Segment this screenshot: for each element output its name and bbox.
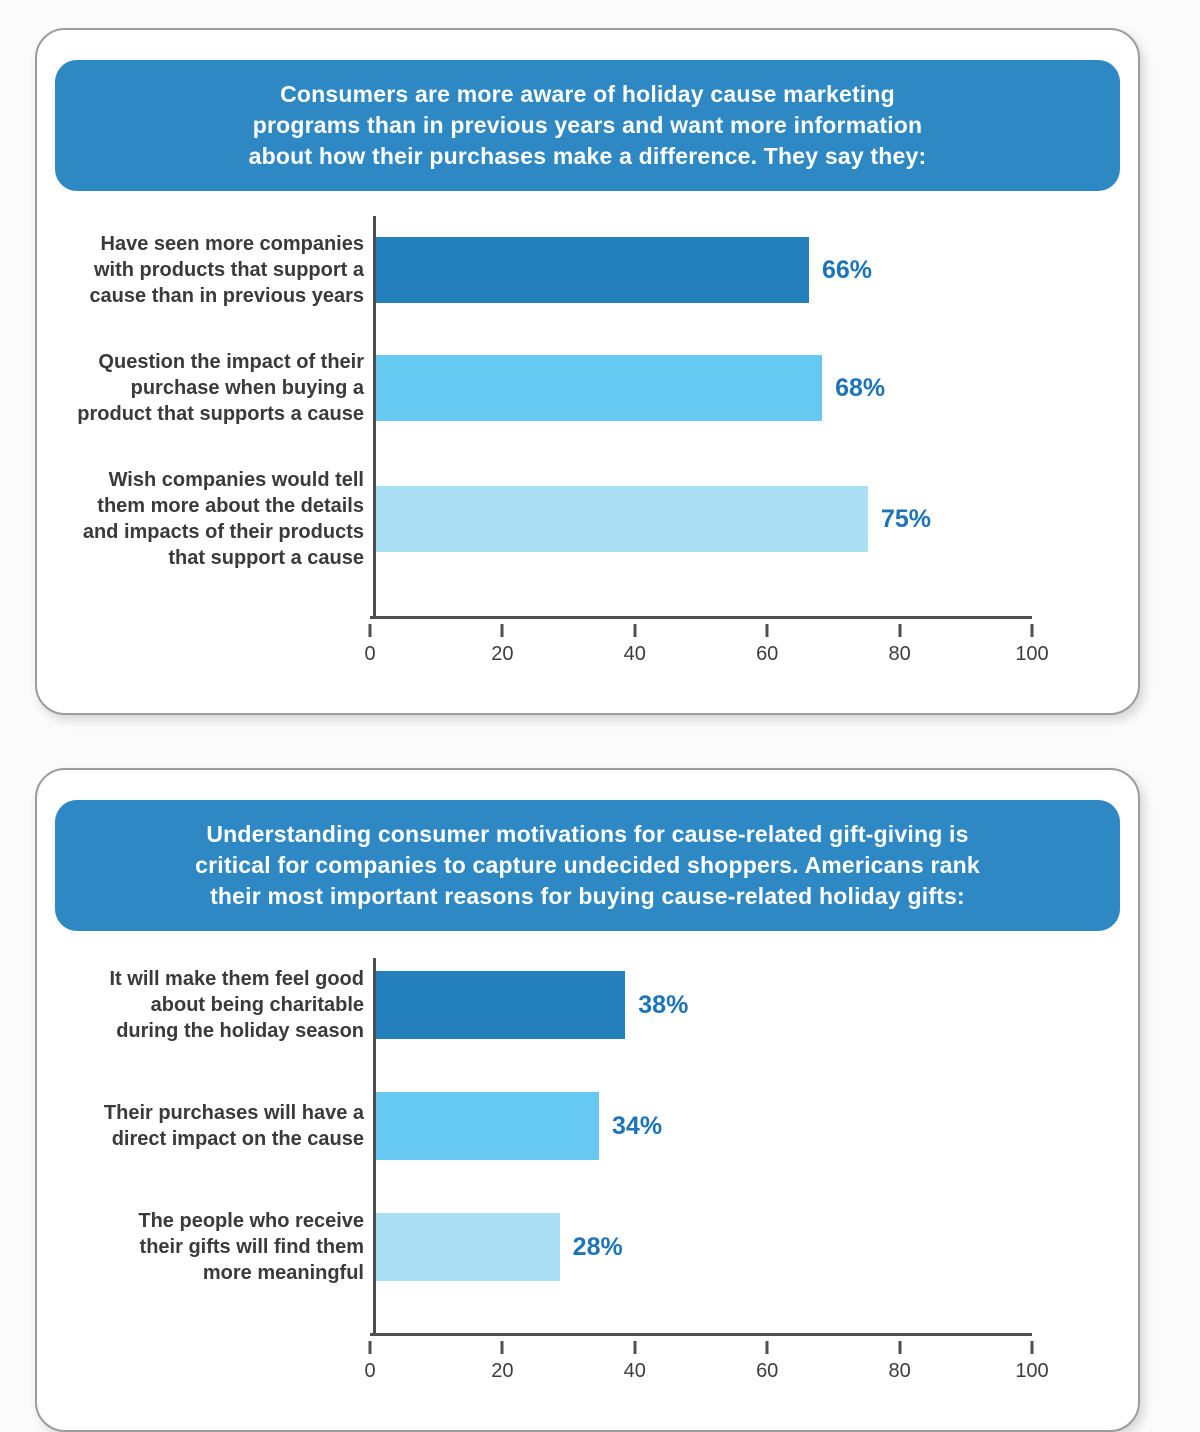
chart-1-title-line: about how their purchases make a differe… [248,143,927,169]
axis-tick-label: 0 [364,1360,376,1382]
category-label-line: them more about the details [97,495,364,517]
chart-1-title-line: Consumers are more aware of holiday caus… [280,81,895,107]
category-label-line: that support a cause [168,547,364,569]
axis-tick [500,624,504,637]
value-label: 75% [881,504,932,533]
chart-1-row-3: Wish companies would tell them more abou… [83,467,1032,571]
panel-motivations-chart: Understanding consumer motivations for c… [35,768,1140,1432]
category-label: The people who receive their gifts will … [64,1208,364,1286]
category-label-line: direct impact on the cause [111,1128,364,1150]
value-label: 28% [572,1232,623,1261]
chart-2-row-1: It will make them feel good about being … [110,966,1032,1044]
axis-tick-label: 80 [888,1360,911,1382]
axis-tick-label: 20 [491,643,514,665]
category-label-line: about being charitable [150,994,364,1016]
chart-2-title-line: their most important reasons for buying … [210,883,965,909]
chart-1-row-1: Have seen more companies with products t… [89,231,1032,309]
axis-tick-label: 100 [1015,643,1049,665]
chart-1-plot: Have seen more companies with products t… [77,216,1049,671]
category-label: Wish companies would tell them more abou… [64,467,364,571]
chart-1-bars: Have seen more companies with products t… [77,216,1032,616]
bar-have-seen-more-companies [376,237,809,303]
category-label-line: The people who receive [138,1210,364,1232]
axis-tick [368,624,372,637]
bar-direct-impact [376,1092,600,1160]
category-label-line: It will make them feel good [109,968,365,990]
category-label-line: product that supports a cause [77,403,364,425]
axis-tick [1030,1341,1034,1354]
category-label-line: Have seen more companies [100,233,364,255]
axis-tick-label: 40 [623,643,646,665]
chart-1-title-line: programs than in previous years and want… [252,112,923,138]
chart-2-plot: It will make them feel good about being … [104,958,1049,1388]
axis-tick [368,1341,372,1354]
axis-tick [1030,624,1034,637]
category-label: Their purchases will have a direct impac… [64,1100,364,1152]
category-label-line: and impacts of their products [82,521,364,543]
category-label-line: with products that support a [94,259,364,281]
axis-tick [765,1341,769,1354]
axis-tick-label: 20 [491,1360,514,1382]
category-label-line: during the holiday season [116,1020,364,1042]
axis-tick [898,624,902,637]
axis-tick [765,624,769,637]
axis-tick-label: 80 [888,643,911,665]
chart-2-row-2: Their purchases will have a direct impac… [104,1092,1032,1160]
chart-1-x-axis: 0 20 40 60 80 100 [364,616,1049,671]
category-label-line: Their purchases will have a [103,1102,364,1124]
axis-tick-label: 60 [756,1360,779,1382]
category-label-line: their gifts will find them [139,1236,364,1258]
bar-question-the-impact [376,355,823,421]
axis-tick-label: 60 [756,643,779,665]
chart-2-bars: It will make them feel good about being … [104,958,1032,1333]
chart-2-title-banner: Understanding consumer motivations for c… [55,800,1120,931]
chart-1: Have seen more companies with products t… [55,216,1120,671]
chart-1-title-banner: Consumers are more aware of holiday caus… [55,60,1120,191]
category-label-line: Wish companies would tell [108,469,364,491]
axis-tick [898,1341,902,1354]
chart-2-title-line: critical for companies to capture undeci… [195,852,980,878]
axis-tick-label: 100 [1015,1360,1049,1382]
chart-2-x-axis: 0 20 40 60 80 100 [364,1333,1049,1388]
axis-tick [633,624,637,637]
axis-tick [633,1341,637,1354]
category-label-line: Question the impact of their [98,351,364,373]
chart-2-title-line: Understanding consumer motivations for c… [206,821,969,847]
chart-1-row-2: Question the impact of their purchase wh… [77,349,1032,427]
panel-awareness-chart: Consumers are more aware of holiday caus… [35,28,1140,715]
category-label: Have seen more companies with products t… [64,231,364,309]
axis-tick-label: 40 [623,1360,646,1382]
value-label: 34% [612,1111,663,1140]
category-label: It will make them feel good about being … [64,966,365,1044]
category-label-line: cause than in previous years [89,285,364,307]
chart-2-row-3: The people who receive their gifts will … [138,1208,1032,1286]
value-label: 38% [638,990,689,1019]
bar-wish-companies-would-tell [376,486,868,552]
category-label: Question the impact of their purchase wh… [64,349,364,427]
category-label-line: more meaningful [202,1262,364,1284]
bar-gifts-more-meaningful [376,1213,560,1281]
value-label: 68% [835,373,886,402]
bar-feel-good-charitable [376,971,626,1039]
axis-tick-label: 0 [364,643,376,665]
value-label: 66% [821,255,872,284]
chart-2: It will make them feel good about being … [55,958,1120,1388]
category-label-line: purchase when buying a [130,377,364,399]
axis-tick [500,1341,504,1354]
